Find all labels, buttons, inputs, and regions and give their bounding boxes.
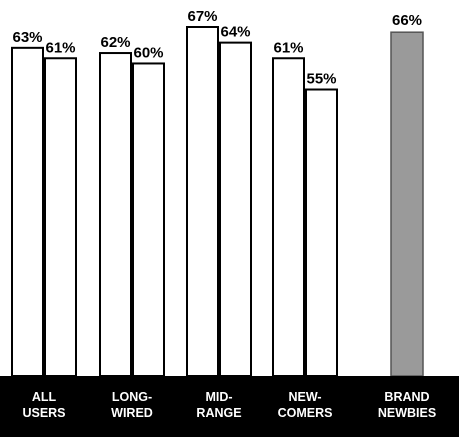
category-labels-group: ALL USERS LONG-WIRED MID-RANGE NEW-COMERS BRA… (22, 390, 436, 420)
bar-1-0 (99, 52, 132, 378)
bar-0-1 (44, 57, 77, 378)
category-label-1: LONG-WIRED (111, 390, 153, 420)
category-label-3: NEW-COMERS (278, 390, 333, 420)
bar-0-0 (11, 46, 44, 378)
data-label-3-0: 61% (273, 39, 303, 56)
data-label-0-0: 63% (12, 29, 42, 46)
data-label-4-0: 66% (392, 12, 422, 29)
bar-2-0 (186, 26, 219, 377)
category-axis-band (0, 376, 459, 437)
bar-3-1 (305, 88, 338, 377)
bars-group (11, 26, 424, 378)
data-label-2-0: 67% (187, 8, 217, 25)
data-label-3-1: 55% (306, 71, 336, 88)
category-label-0: ALL USERS (22, 390, 65, 420)
category-label-2: MID-RANGE (196, 390, 241, 420)
bar-4-0 (390, 31, 424, 377)
data-labels-group: 63%61% 62%60%67%64%61%55%66% (12, 8, 422, 88)
bar-3-0 (272, 57, 305, 378)
data-label-2-1: 64% (220, 24, 250, 41)
data-label-0-1: 61% (45, 39, 75, 56)
bar-2-1 (219, 41, 252, 378)
data-label-1-0: 62% (100, 34, 130, 51)
category-label-4: BRAND NEWBIES (378, 390, 436, 420)
bar-1-1 (132, 62, 165, 378)
data-label-1-1: 60% (133, 44, 163, 61)
